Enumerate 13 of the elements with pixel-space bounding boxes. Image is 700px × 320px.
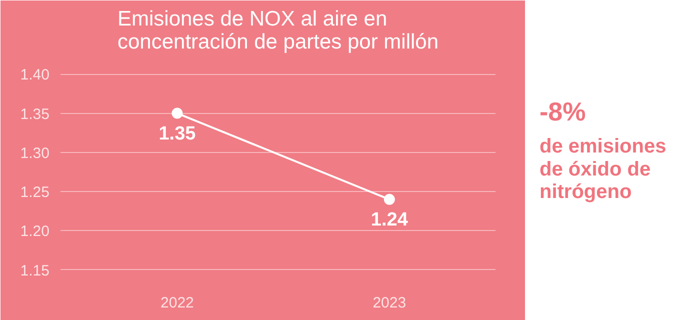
chart-title: Emisiones de NOX al aire en concentración de partes por millón bbox=[117, 8, 439, 54]
x-tick-label: 2022 bbox=[160, 294, 194, 312]
y-tick-label: 1.40 bbox=[20, 66, 50, 84]
x-tick-label: 2023 bbox=[372, 294, 406, 312]
data-label: 1.24 bbox=[370, 209, 408, 230]
data-label: 1.35 bbox=[158, 123, 196, 144]
y-tick-label: 1.25 bbox=[20, 184, 50, 202]
y-tick-label: 1.35 bbox=[20, 106, 50, 123]
y-tick-label: 1.15 bbox=[20, 262, 50, 280]
text: -8% bbox=[540, 96, 586, 127]
y-tick-label: 1.20 bbox=[20, 223, 50, 240]
text: de emisiones de óxido de nitrógeno bbox=[540, 136, 666, 204]
y-tick-label: 1.30 bbox=[20, 144, 50, 162]
